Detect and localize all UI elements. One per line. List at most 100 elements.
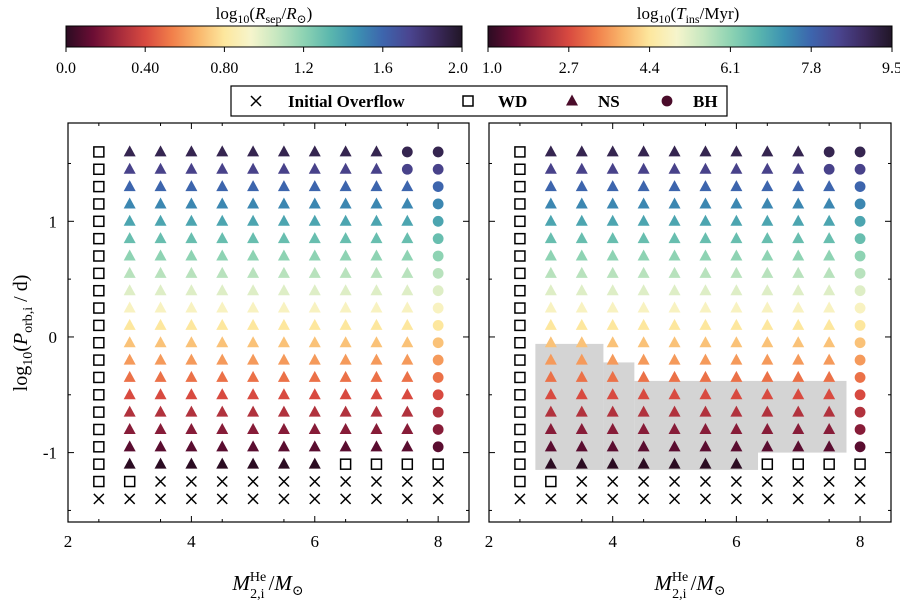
data-point-triangle bbox=[247, 388, 260, 400]
data-point-x bbox=[185, 475, 197, 488]
y-tick-label: -1 bbox=[43, 444, 57, 463]
data-point-circle bbox=[854, 146, 866, 158]
data-point-triangle bbox=[730, 284, 743, 296]
data-point-triangle bbox=[730, 318, 743, 330]
data-point-x bbox=[823, 475, 835, 488]
data-point-triangle bbox=[185, 422, 198, 434]
data-point-triangle bbox=[606, 284, 619, 296]
data-point-square bbox=[514, 389, 526, 401]
data-point-triangle bbox=[761, 318, 774, 330]
data-point-triangle bbox=[544, 162, 557, 174]
data-point-x bbox=[607, 475, 619, 488]
data-point-triangle bbox=[575, 145, 588, 157]
data-point-triangle bbox=[401, 197, 414, 209]
data-point-circle bbox=[854, 337, 866, 349]
data-point-triangle bbox=[154, 197, 167, 209]
data-point-x bbox=[155, 493, 167, 505]
data-point-triangle bbox=[216, 353, 229, 365]
data-point-square bbox=[514, 371, 526, 384]
data-point-circle bbox=[854, 424, 866, 435]
data-point-triangle bbox=[606, 197, 619, 209]
data-point-triangle bbox=[761, 388, 774, 400]
data-point-x bbox=[761, 475, 773, 488]
data-point-triangle bbox=[668, 197, 681, 209]
data-point-triangle bbox=[544, 284, 557, 296]
data-point-x bbox=[823, 493, 835, 505]
data-point-triangle bbox=[823, 197, 836, 209]
data-point-triangle bbox=[544, 232, 557, 244]
data-point-triangle bbox=[637, 232, 650, 244]
data-point-triangle bbox=[277, 180, 290, 192]
data-point-triangle bbox=[668, 457, 681, 469]
data-point-x bbox=[432, 493, 444, 505]
data-point-triangle bbox=[668, 336, 681, 348]
data-point-triangle bbox=[699, 301, 712, 313]
data-point-triangle bbox=[761, 422, 774, 434]
data-point-square bbox=[93, 336, 105, 349]
data-point-x bbox=[638, 493, 650, 505]
legend-label: WD bbox=[498, 92, 527, 111]
data-point-circle bbox=[854, 250, 866, 262]
colorbar-tick-label: 0.0 bbox=[56, 60, 76, 77]
data-point-triangle bbox=[792, 440, 805, 452]
data-point-x bbox=[401, 475, 413, 488]
data-point-triangle bbox=[339, 214, 352, 226]
data-point-triangle bbox=[247, 405, 260, 417]
data-point-square bbox=[514, 198, 526, 210]
data-point-triangle bbox=[792, 422, 805, 434]
data-point-triangle bbox=[401, 370, 414, 382]
data-point-square bbox=[514, 319, 526, 332]
data-point-triangle bbox=[575, 197, 588, 209]
data-point-circle bbox=[854, 233, 866, 245]
colorbar-tick-label: 7.8 bbox=[801, 60, 821, 77]
data-point-triangle bbox=[761, 336, 774, 348]
data-point-triangle bbox=[277, 197, 290, 209]
data-point-circle bbox=[432, 267, 444, 279]
data-point-triangle bbox=[185, 145, 198, 157]
data-point-triangle bbox=[637, 318, 650, 330]
data-point-x bbox=[854, 493, 866, 505]
data-point-square bbox=[93, 232, 105, 245]
data-point-triangle bbox=[185, 440, 198, 452]
data-point-triangle bbox=[637, 180, 650, 192]
data-point-triangle bbox=[792, 180, 805, 192]
data-point-triangle bbox=[606, 249, 619, 261]
data-point-triangle bbox=[575, 336, 588, 348]
data-point-triangle bbox=[401, 301, 414, 313]
data-point-x bbox=[93, 493, 105, 505]
data-point-triangle bbox=[123, 457, 136, 469]
data-point-triangle bbox=[730, 405, 743, 417]
data-point-square bbox=[93, 423, 105, 436]
data-point-x bbox=[730, 493, 742, 505]
data-point-triangle bbox=[216, 249, 229, 261]
data-point-triangle bbox=[668, 162, 681, 174]
data-point-triangle bbox=[606, 266, 619, 278]
data-point-triangle bbox=[606, 370, 619, 382]
data-point-circle bbox=[432, 302, 444, 314]
data-point-triangle bbox=[730, 162, 743, 174]
data-point-triangle bbox=[277, 214, 290, 226]
plot-frame bbox=[488, 122, 892, 523]
data-point-circle bbox=[854, 319, 866, 331]
data-point-triangle bbox=[339, 440, 352, 452]
data-point-x bbox=[370, 493, 382, 505]
data-point-triangle bbox=[401, 388, 414, 400]
data-point-triangle bbox=[370, 249, 383, 261]
data-point-triangle bbox=[308, 284, 321, 296]
data-point-triangle bbox=[247, 284, 260, 296]
data-point-triangle bbox=[247, 318, 260, 330]
legend-marker-square bbox=[462, 95, 474, 107]
data-point-triangle bbox=[277, 388, 290, 400]
data-point-triangle bbox=[308, 318, 321, 330]
data-point-triangle bbox=[185, 336, 198, 348]
data-point-square bbox=[93, 441, 105, 453]
data-point-triangle bbox=[699, 197, 712, 209]
data-point-square bbox=[514, 354, 526, 366]
data-point-circle bbox=[432, 285, 444, 297]
data-point-triangle bbox=[823, 284, 836, 296]
data-point-triangle bbox=[606, 422, 619, 434]
data-point-circle bbox=[854, 406, 866, 418]
data-point-square bbox=[514, 215, 526, 228]
data-point-triangle bbox=[216, 145, 229, 157]
